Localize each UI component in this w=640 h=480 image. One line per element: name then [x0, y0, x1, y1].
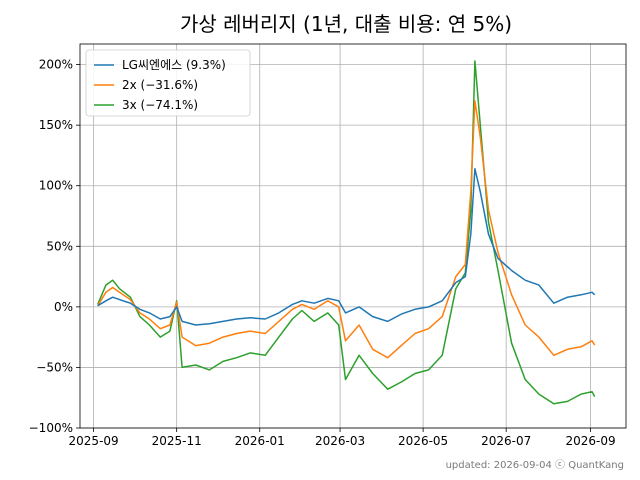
y-tick-label: −100%	[29, 421, 73, 435]
footer-credit: updated: 2026-09-04 ⓒ QuantKang	[446, 459, 624, 471]
x-tick-label: 2025-11	[152, 434, 202, 448]
x-tick-label: 2026-09	[566, 434, 616, 448]
x-tick-label: 2025-09	[69, 434, 119, 448]
y-tick-label: 100%	[39, 179, 73, 193]
x-axis: 2025-09 2025-11 2026-01 2026-03 2026-05 2026-…	[69, 428, 616, 448]
y-tick-label: 50%	[46, 239, 73, 253]
legend-label: 3x (−74.1%)	[122, 98, 198, 112]
y-tick-label: 200%	[39, 58, 73, 72]
y-tick-label: 150%	[39, 118, 73, 132]
y-tick-label: 0%	[54, 300, 73, 314]
series-lines	[97, 60, 596, 405]
x-tick-label: 2026-05	[398, 434, 448, 448]
x-tick-label: 2026-01	[235, 434, 285, 448]
series-line	[97, 168, 596, 326]
legend-label: 2x (−31.6%)	[122, 78, 198, 92]
gridlines	[80, 44, 626, 429]
chart-title: 가상 레버리지 (1년, 대출 비용: 연 5%)	[180, 12, 512, 36]
plot-frame	[79, 43, 627, 429]
y-axis: −100% −50% 0% 50% 100% 150% 200%	[29, 58, 80, 435]
series-line	[97, 100, 596, 359]
x-tick-label: 2026-03	[315, 434, 365, 448]
legend-label: LG씨엔에스 (9.3%)	[122, 58, 226, 72]
x-tick-label: 2026-07	[481, 434, 531, 448]
series-line	[97, 60, 596, 405]
legend: LG씨엔에스 (9.3%) 2x (−31.6%) 3x (−74.1%)	[85, 49, 251, 117]
y-tick-label: −50%	[36, 360, 73, 374]
legend-box	[85, 49, 251, 117]
